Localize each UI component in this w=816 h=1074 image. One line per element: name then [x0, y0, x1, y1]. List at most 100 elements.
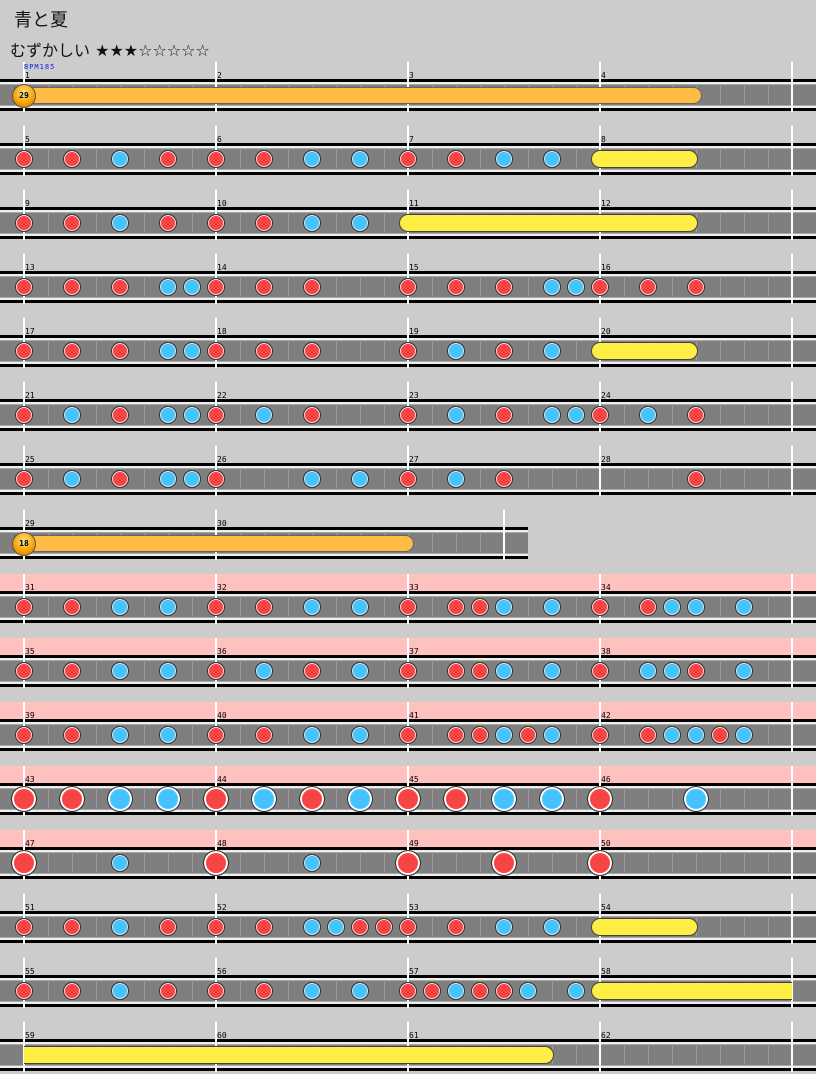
don-note: [207, 918, 225, 936]
beat-gridline: [552, 980, 553, 1002]
measure-number: 24: [601, 391, 611, 400]
chart-row: 31 32 33 34: [0, 574, 816, 626]
beat-gridline: [48, 788, 49, 810]
don-note: [471, 982, 489, 1000]
measure-number: 58: [601, 967, 611, 976]
beat-gridline: [528, 852, 529, 874]
beat-gridline: [720, 852, 721, 874]
don-note: [15, 406, 33, 424]
don-note: [207, 598, 225, 616]
don-note: [63, 726, 81, 744]
don-note: [207, 726, 225, 744]
chart-row: 29 30 18: [0, 510, 816, 562]
don-note: [687, 278, 705, 296]
don-note: [15, 150, 33, 168]
beat-gridline: [432, 852, 433, 874]
don-note: [63, 598, 81, 616]
don-note: [255, 918, 273, 936]
ka-note: [159, 278, 177, 296]
don-note: [303, 342, 321, 360]
beat-gridline: [576, 1044, 577, 1066]
beat-gridline: [456, 532, 457, 554]
measure-barline: [791, 638, 793, 688]
don-note: [447, 726, 465, 744]
don-note: [471, 726, 489, 744]
beat-gridline: [96, 980, 97, 1002]
beat-gridline: [48, 980, 49, 1002]
beat-gridline: [576, 788, 577, 810]
ka-note: [303, 214, 321, 232]
beat-gridline: [144, 596, 145, 618]
don-note: [63, 150, 81, 168]
beat-gridline: [720, 212, 721, 234]
ka-note: [111, 918, 129, 936]
don-note: [687, 662, 705, 680]
don-note: [255, 726, 273, 744]
measure-number: 29: [25, 519, 35, 528]
ka-note: [543, 406, 561, 424]
measure-barline: [599, 1022, 601, 1072]
ka-note: [159, 598, 177, 616]
ka-note: [495, 726, 513, 744]
don-note: [399, 726, 417, 744]
big-ka-note: [107, 786, 133, 812]
lane-stripe: [0, 530, 528, 532]
measure-number: 8: [601, 135, 606, 144]
ka-note: [303, 982, 321, 1000]
beat-gridline: [432, 148, 433, 170]
measure-number: 20: [601, 327, 611, 336]
beat-gridline: [240, 276, 241, 298]
ka-note: [159, 406, 177, 424]
beat-gridline: [552, 852, 553, 874]
ka-note: [111, 726, 129, 744]
measure-barline: [791, 830, 793, 880]
ka-note: [183, 470, 201, 488]
ka-note: [735, 726, 753, 744]
beat-gridline: [624, 596, 625, 618]
ka-note: [567, 406, 585, 424]
measure-barline: [791, 894, 793, 944]
don-note: [111, 406, 129, 424]
beat-gridline: [144, 788, 145, 810]
ka-note: [495, 598, 513, 616]
don-note: [351, 918, 369, 936]
beat-gridline: [480, 468, 481, 490]
big-don-note: [443, 786, 469, 812]
don-note: [591, 406, 609, 424]
beat-gridline: [240, 788, 241, 810]
beat-gridline: [576, 596, 577, 618]
measure-number: 11: [409, 199, 419, 208]
measure-barline: [791, 766, 793, 816]
don-note: [447, 278, 465, 296]
beat-gridline: [144, 276, 145, 298]
beat-gridline: [96, 340, 97, 362]
don-note: [111, 470, 129, 488]
difficulty-stars-filled: ★★★: [95, 41, 139, 60]
beat-gridline: [96, 852, 97, 874]
don-note: [639, 598, 657, 616]
measure-number: 39: [25, 711, 35, 720]
don-note: [423, 982, 441, 1000]
beat-gridline: [336, 340, 337, 362]
measure-number: 50: [601, 839, 611, 848]
measure-number: 56: [217, 967, 227, 976]
chart-row: 5 6 7 8: [0, 126, 816, 178]
big-ka-note: [347, 786, 373, 812]
ka-note: [519, 982, 537, 1000]
beat-gridline: [144, 852, 145, 874]
beat-gridline: [48, 404, 49, 426]
beat-gridline: [768, 276, 769, 298]
don-note: [63, 278, 81, 296]
ka-note: [687, 598, 705, 616]
beat-gridline: [432, 340, 433, 362]
beat-gridline: [96, 660, 97, 682]
beat-gridline: [432, 916, 433, 938]
ka-note: [543, 342, 561, 360]
big-ka-note: [491, 786, 517, 812]
ka-note: [543, 150, 561, 168]
beat-gridline: [720, 468, 721, 490]
ka-note: [111, 214, 129, 232]
beat-gridline: [648, 788, 649, 810]
measure-barline: [791, 190, 793, 240]
measure-number: 60: [217, 1031, 227, 1040]
